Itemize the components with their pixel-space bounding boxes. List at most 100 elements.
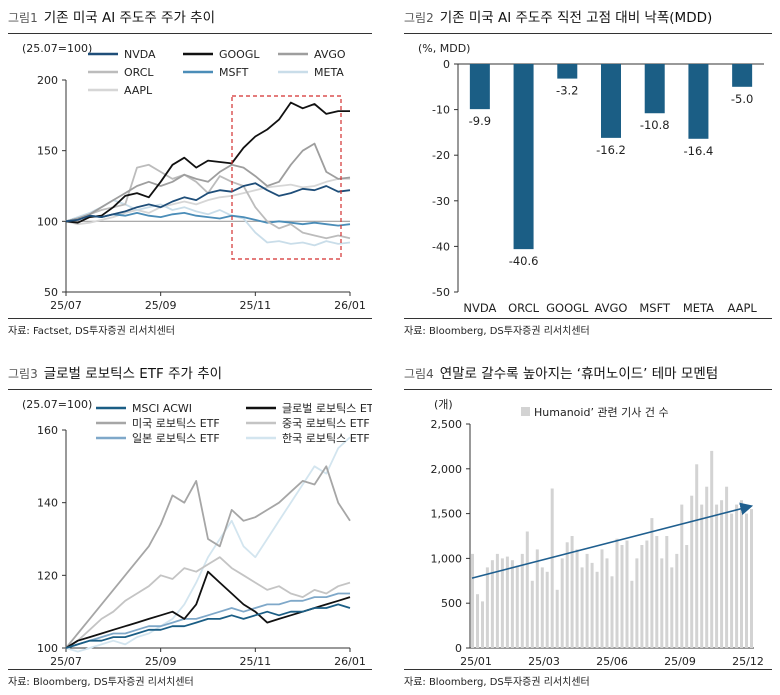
source-note: 자료: Factset, DS투자증권 리서치센터 bbox=[8, 326, 175, 337]
series-line bbox=[65, 101, 350, 224]
source-note: 자료: Bloomberg, DS투자증권 리서치센터 bbox=[404, 677, 590, 688]
source-rule bbox=[8, 669, 372, 670]
legend-label: Humanoid’ 관련 기사 건 수 bbox=[534, 406, 669, 419]
figure-number: 그림4 bbox=[404, 367, 434, 381]
y-tick-label: 2,000 bbox=[431, 463, 463, 476]
source-rule bbox=[404, 318, 772, 319]
bar bbox=[560, 558, 564, 648]
bar bbox=[565, 542, 569, 648]
bar bbox=[590, 562, 594, 648]
y-tick-label: -30 bbox=[432, 195, 450, 208]
x-tick-label: 25/07 bbox=[50, 655, 82, 666]
category-label: NVDA bbox=[463, 301, 496, 315]
bar bbox=[665, 536, 669, 648]
bar bbox=[660, 558, 664, 648]
title-rule bbox=[404, 389, 772, 390]
legend-label: AVGO bbox=[314, 48, 346, 61]
bar bbox=[688, 64, 709, 139]
x-tick-label: 25/09 bbox=[145, 655, 177, 666]
bar bbox=[710, 450, 714, 648]
bar bbox=[732, 64, 753, 87]
trend-arrow bbox=[471, 502, 754, 579]
panel-title: 그림4 연말로 갈수록 높아지는 ‘휴머노이드’ 테마 모멘텀 bbox=[404, 362, 718, 384]
bar bbox=[490, 560, 494, 648]
bar bbox=[500, 558, 504, 648]
y-tick-label: 120 bbox=[37, 569, 58, 582]
bar bbox=[471, 553, 474, 648]
panel-title: 그림2 기존 미국 AI 주도주 직전 고점 대비 낙폭(MDD) bbox=[404, 6, 712, 28]
bar bbox=[485, 567, 489, 648]
bar bbox=[695, 464, 699, 648]
bar bbox=[510, 560, 514, 648]
bar bbox=[550, 488, 554, 648]
legend-swatch bbox=[521, 407, 530, 416]
x-tick-label: 26/01 bbox=[334, 655, 366, 666]
bar bbox=[645, 540, 649, 648]
figure-number: 그림1 bbox=[8, 11, 38, 25]
y-tick-label: 0 bbox=[455, 642, 462, 655]
x-tick-label: 25/01 bbox=[460, 655, 492, 666]
source-note: 자료: Bloomberg, DS투자증권 리서치센터 bbox=[404, 326, 590, 337]
y-tick-label: 500 bbox=[441, 597, 462, 610]
bar bbox=[469, 64, 490, 110]
legend-label: 중국 로보틱스 ETF bbox=[282, 417, 370, 430]
series-line bbox=[65, 163, 351, 240]
bar-value-label: -16.4 bbox=[684, 144, 714, 158]
bar bbox=[640, 545, 644, 648]
legend-label: ORCL bbox=[124, 66, 154, 79]
unit-label: (25.07=100) bbox=[22, 398, 92, 411]
stock-line-chart: (25.07=100) 50 100 150 200 25/07 25/09 25/11 26/… bbox=[22, 42, 366, 312]
figure-title: 연말로 갈수록 높아지는 ‘휴머노이드’ 테마 모멘텀 bbox=[439, 366, 719, 382]
panel-title: 그림3 글로벌 로보틱스 ETF 주가 추이 bbox=[8, 362, 222, 384]
bar bbox=[620, 545, 624, 648]
bar bbox=[625, 540, 629, 648]
mdd-bar-chart: (%, MDD) 0 -10 -20 -30 -40 -50 -9.9 NVDA -40.6 ORC… bbox=[418, 42, 764, 315]
bar bbox=[476, 594, 479, 648]
bar bbox=[530, 580, 534, 648]
bar bbox=[520, 553, 524, 648]
bar bbox=[610, 576, 614, 648]
bar bbox=[557, 64, 578, 79]
bar bbox=[585, 553, 589, 648]
legend-label: 한국 로보틱스 ETF bbox=[282, 432, 370, 445]
bar bbox=[630, 580, 634, 648]
bar bbox=[605, 558, 609, 648]
series-line bbox=[65, 556, 351, 649]
bar bbox=[540, 567, 544, 648]
category-label: AVGO bbox=[595, 301, 628, 315]
series-line bbox=[65, 592, 350, 649]
legend-label: AAPL bbox=[124, 84, 153, 97]
category-label: MSFT bbox=[639, 301, 671, 315]
legend-label: GOOGL bbox=[219, 48, 260, 61]
panel-title: 그림1 기존 미국 AI 주도주 주가 추이 bbox=[8, 6, 215, 28]
y-tick-label: 2,500 bbox=[431, 418, 463, 431]
bar bbox=[495, 553, 499, 648]
source-rule bbox=[8, 318, 372, 319]
bar bbox=[570, 536, 574, 648]
series-line bbox=[65, 182, 351, 223]
legend-label: 일본 로보틱스 ETF bbox=[132, 431, 220, 445]
x-tick-label: 25/12 bbox=[732, 655, 764, 666]
bar bbox=[580, 567, 584, 648]
x-tick-label: 25/11 bbox=[239, 655, 271, 666]
y-tick-label: 0 bbox=[443, 58, 450, 71]
bar bbox=[725, 486, 729, 648]
legend-label: 글로벌 로보틱스 ETF bbox=[282, 402, 372, 415]
y-tick-label: -20 bbox=[432, 149, 450, 162]
humanoid-bar-chart: (개) Humanoid’ 관련 기사 건 수 0 500 1,000 1,500 2,00… bbox=[431, 398, 764, 666]
bar bbox=[750, 509, 753, 648]
category-label: ORCL bbox=[508, 301, 539, 315]
bar bbox=[745, 513, 748, 648]
bar bbox=[575, 549, 579, 648]
y-tick-label: 50 bbox=[44, 286, 58, 299]
bar-value-label: -10.8 bbox=[640, 118, 670, 132]
bar bbox=[650, 518, 654, 648]
bar-value-label: -16.2 bbox=[596, 143, 626, 157]
y-tick-label: -50 bbox=[432, 286, 450, 299]
series-line bbox=[65, 177, 350, 226]
x-tick-label: 25/09 bbox=[145, 299, 177, 312]
y-tick-label: 100 bbox=[37, 642, 58, 655]
unit-label: (25.07=100) bbox=[22, 42, 92, 55]
y-tick-label: 150 bbox=[37, 145, 58, 158]
figure-title: 기존 미국 AI 주도주 직전 고점 대비 낙폭(MDD) bbox=[439, 10, 713, 26]
